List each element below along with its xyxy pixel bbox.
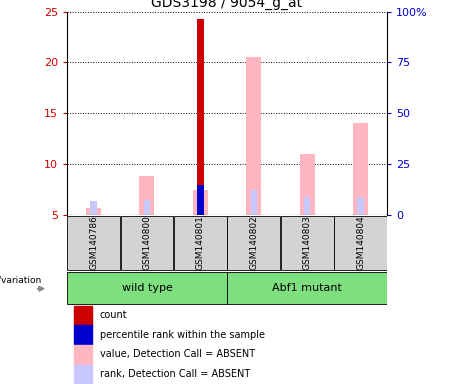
Text: wild type: wild type	[122, 283, 172, 293]
Text: rank, Detection Call = ABSENT: rank, Detection Call = ABSENT	[100, 369, 250, 379]
Bar	[353, 123, 368, 215]
Bar	[86, 208, 101, 215]
Bar	[90, 201, 97, 215]
Bar	[250, 190, 257, 215]
Text: value, Detection Call = ABSENT: value, Detection Call = ABSENT	[100, 349, 255, 359]
Bar	[74, 325, 92, 344]
Bar	[74, 365, 92, 384]
Text: GSM140804: GSM140804	[356, 215, 365, 270]
Text: count: count	[100, 310, 128, 320]
Text: GSM140802: GSM140802	[249, 215, 258, 270]
Text: GSM140786: GSM140786	[89, 215, 98, 270]
FancyBboxPatch shape	[227, 273, 387, 303]
Text: GSM140801: GSM140801	[196, 215, 205, 270]
Text: GSM140803: GSM140803	[302, 215, 312, 270]
FancyBboxPatch shape	[334, 215, 387, 270]
Text: genotype/variation: genotype/variation	[0, 276, 41, 285]
FancyBboxPatch shape	[281, 215, 334, 270]
Text: percentile rank within the sample: percentile rank within the sample	[100, 330, 265, 340]
FancyBboxPatch shape	[227, 215, 280, 270]
FancyBboxPatch shape	[67, 273, 227, 303]
Bar	[304, 197, 310, 215]
FancyBboxPatch shape	[174, 215, 227, 270]
Bar	[246, 57, 261, 215]
FancyBboxPatch shape	[67, 215, 120, 270]
Text: Abf1 mutant: Abf1 mutant	[272, 283, 342, 293]
Bar	[74, 306, 92, 324]
Bar	[197, 184, 204, 215]
Bar	[357, 197, 364, 215]
Text: GSM140800: GSM140800	[142, 215, 152, 270]
Bar	[197, 19, 204, 215]
Bar	[140, 176, 154, 215]
Title: GDS3198 / 9054_g_at: GDS3198 / 9054_g_at	[152, 0, 302, 10]
Bar	[74, 345, 92, 364]
FancyBboxPatch shape	[120, 215, 173, 270]
Bar	[300, 154, 314, 215]
Bar	[144, 200, 150, 215]
Bar	[193, 190, 208, 215]
